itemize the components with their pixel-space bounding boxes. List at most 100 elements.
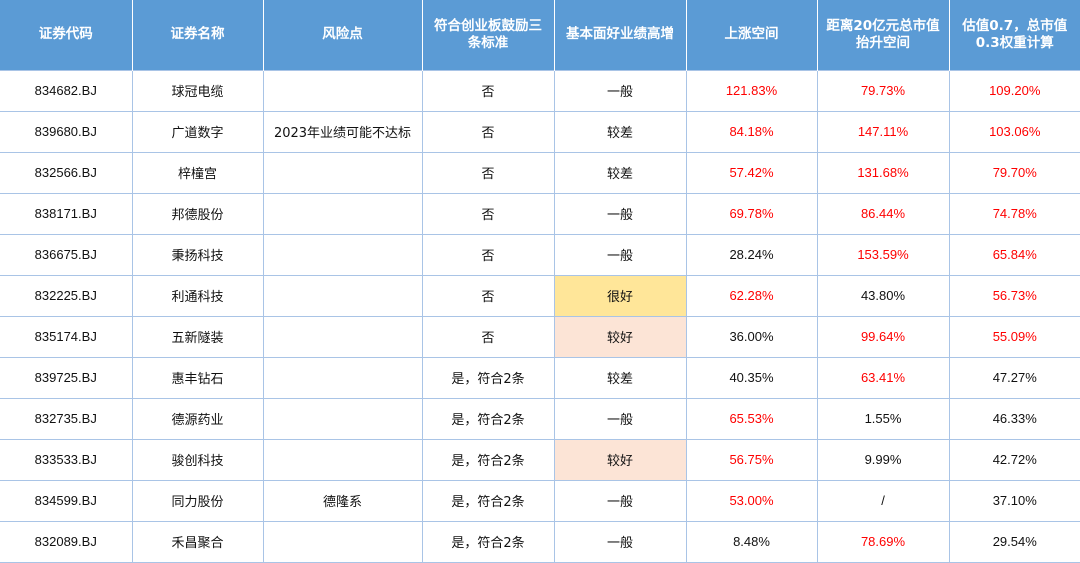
cell-fundamental: 一般 <box>553 397 687 440</box>
cell-criteria: 否 <box>421 233 555 276</box>
cell-risk <box>262 151 423 194</box>
cell-code: 832566.BJ <box>0 151 133 194</box>
cell-criteria: 否 <box>421 69 555 112</box>
cell-criteria: 是，符合2条 <box>421 479 555 522</box>
table-row: 834599.BJ 同力股份 德隆系 是，符合2条 一般 53.00% / 37… <box>0 479 1080 522</box>
cell-criteria: 是，符合2条 <box>421 356 555 399</box>
cell-upside: 8.48% <box>685 520 818 563</box>
cell-code: 832225.BJ <box>0 274 133 317</box>
cell-code: 832089.BJ <box>0 520 133 563</box>
cell-risk <box>262 438 423 481</box>
cell-code: 836675.BJ <box>0 233 133 276</box>
cell-weighted: 37.10% <box>948 479 1080 522</box>
cell-upside: 40.35% <box>685 356 818 399</box>
header-row: 证券代码 证券名称 风险点 符合创业板鼓励三条标准 基本面好业绩高增 上涨空间 … <box>0 0 1080 70</box>
cell-fundamental: 一般 <box>553 69 687 112</box>
cell-name: 利通科技 <box>131 274 264 317</box>
cell-fundamental: 较差 <box>553 151 687 194</box>
cell-upside: 121.83% <box>685 69 818 112</box>
table-row: 832225.BJ 利通科技 否 很好 62.28% 43.80% 56.73% <box>0 274 1080 317</box>
cell-weighted: 42.72% <box>948 438 1080 481</box>
cell-code: 835174.BJ <box>0 315 133 358</box>
cell-name: 五新隧装 <box>131 315 264 358</box>
cell-mcap-gap: 86.44% <box>816 192 950 235</box>
cell-upside: 65.53% <box>685 397 818 440</box>
cell-mcap-gap: 1.55% <box>816 397 950 440</box>
cell-fundamental: 一般 <box>553 233 687 276</box>
cell-weighted: 109.20% <box>948 69 1080 112</box>
cell-mcap-gap: 78.69% <box>816 520 950 563</box>
cell-upside: 56.75% <box>685 438 818 481</box>
cell-name: 同力股份 <box>131 479 264 522</box>
cell-code: 832735.BJ <box>0 397 133 440</box>
cell-name: 惠丰钻石 <box>131 356 264 399</box>
table-row: 836675.BJ 秉扬科技 否 一般 28.24% 153.59% 65.84… <box>0 233 1080 276</box>
cell-fundamental: 较差 <box>553 356 687 399</box>
cell-weighted: 65.84% <box>948 233 1080 276</box>
cell-upside: 53.00% <box>685 479 818 522</box>
cell-weighted: 56.73% <box>948 274 1080 317</box>
cell-upside: 84.18% <box>685 110 818 153</box>
cell-risk <box>262 356 423 399</box>
cell-risk <box>262 192 423 235</box>
cell-name: 球冠电缆 <box>131 69 264 112</box>
cell-name: 广道数字 <box>131 110 264 153</box>
cell-mcap-gap: 99.64% <box>816 315 950 358</box>
cell-code: 833533.BJ <box>0 438 133 481</box>
cell-mcap-gap: 43.80% <box>816 274 950 317</box>
cell-fundamental: 一般 <box>553 192 687 235</box>
cell-mcap-gap: 147.11% <box>816 110 950 153</box>
cell-criteria: 是，符合2条 <box>421 397 555 440</box>
header-name: 证券名称 <box>132 0 264 70</box>
cell-criteria: 否 <box>421 110 555 153</box>
cell-name: 邦德股份 <box>131 192 264 235</box>
cell-mcap-gap: 63.41% <box>816 356 950 399</box>
cell-name: 禾昌聚合 <box>131 520 264 563</box>
cell-risk <box>262 69 423 112</box>
cell-name: 梓橦宫 <box>131 151 264 194</box>
cell-criteria: 否 <box>421 151 555 194</box>
table-row: 838171.BJ 邦德股份 否 一般 69.78% 86.44% 74.78% <box>0 192 1080 235</box>
cell-code: 838171.BJ <box>0 192 133 235</box>
cell-upside: 69.78% <box>685 192 818 235</box>
cell-code: 834682.BJ <box>0 69 133 112</box>
cell-criteria: 否 <box>421 274 555 317</box>
cell-fundamental: 一般 <box>553 520 687 563</box>
table-row: 834682.BJ 球冠电缆 否 一般 121.83% 79.73% 109.2… <box>0 69 1080 112</box>
header-code: 证券代码 <box>0 0 133 70</box>
cell-weighted: 79.70% <box>948 151 1080 194</box>
cell-risk: 德隆系 <box>262 479 423 522</box>
cell-fundamental: 较好 <box>553 438 687 481</box>
table-row: 839680.BJ 广道数字 2023年业绩可能不达标 否 较差 84.18% … <box>0 110 1080 153</box>
cell-criteria: 否 <box>421 192 555 235</box>
cell-criteria: 否 <box>421 315 555 358</box>
cell-risk: 2023年业绩可能不达标 <box>262 110 423 153</box>
cell-weighted: 46.33% <box>948 397 1080 440</box>
cell-risk <box>262 274 423 317</box>
cell-mcap-gap: 153.59% <box>816 233 950 276</box>
cell-risk <box>262 315 423 358</box>
cell-code: 834599.BJ <box>0 479 133 522</box>
cell-mcap-gap: 131.68% <box>816 151 950 194</box>
cell-fundamental: 很好 <box>553 274 687 317</box>
cell-weighted: 74.78% <box>948 192 1080 235</box>
cell-name: 骏创科技 <box>131 438 264 481</box>
cell-criteria: 是，符合2条 <box>421 438 555 481</box>
cell-risk <box>262 397 423 440</box>
cell-code: 839725.BJ <box>0 356 133 399</box>
cell-weighted: 103.06% <box>948 110 1080 153</box>
cell-upside: 36.00% <box>685 315 818 358</box>
cell-criteria: 是，符合2条 <box>421 520 555 563</box>
cell-weighted: 47.27% <box>948 356 1080 399</box>
header-weighted: 估值0.7，总市值0.3权重计算 <box>949 0 1080 70</box>
table-row: 835174.BJ 五新隧装 否 较好 36.00% 99.64% 55.09% <box>0 315 1080 358</box>
table-row: 833533.BJ 骏创科技 是，符合2条 较好 56.75% 9.99% 42… <box>0 438 1080 481</box>
cell-upside: 62.28% <box>685 274 818 317</box>
header-upside: 上涨空间 <box>686 0 818 70</box>
cell-mcap-gap: / <box>816 479 950 522</box>
table-row: 832566.BJ 梓橦宫 否 较差 57.42% 131.68% 79.70% <box>0 151 1080 194</box>
cell-name: 秉扬科技 <box>131 233 264 276</box>
header-mcap-gap: 距离20亿元总市值抬升空间 <box>817 0 950 70</box>
cell-fundamental: 一般 <box>553 479 687 522</box>
